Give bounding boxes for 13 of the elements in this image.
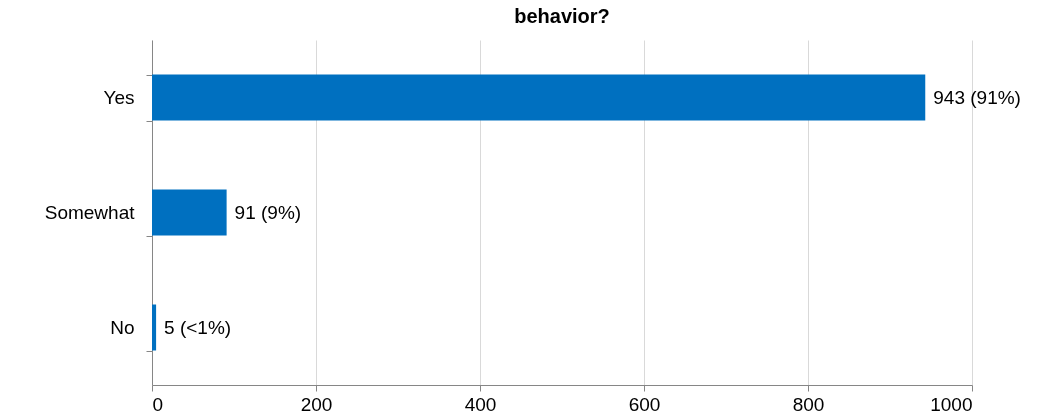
data-label: 91 (9%) (234, 201, 302, 223)
chart-title: behavior? (514, 5, 610, 27)
x-tick-label: 1000 (930, 393, 973, 414)
x-tick-label: 800 (792, 393, 825, 414)
y-tick-label: No (110, 317, 135, 338)
data-label: 943 (91%) (933, 86, 1021, 108)
x-tick-label: 400 (464, 393, 497, 414)
data-label: 5 (<1%) (164, 316, 232, 338)
x-tick-label: 600 (628, 393, 661, 414)
y-tick-label: Yes (103, 87, 135, 108)
y-tick-label: Somewhat (44, 202, 136, 223)
x-tick-label: 0 (152, 393, 164, 414)
x-tick-label: 200 (300, 393, 333, 414)
